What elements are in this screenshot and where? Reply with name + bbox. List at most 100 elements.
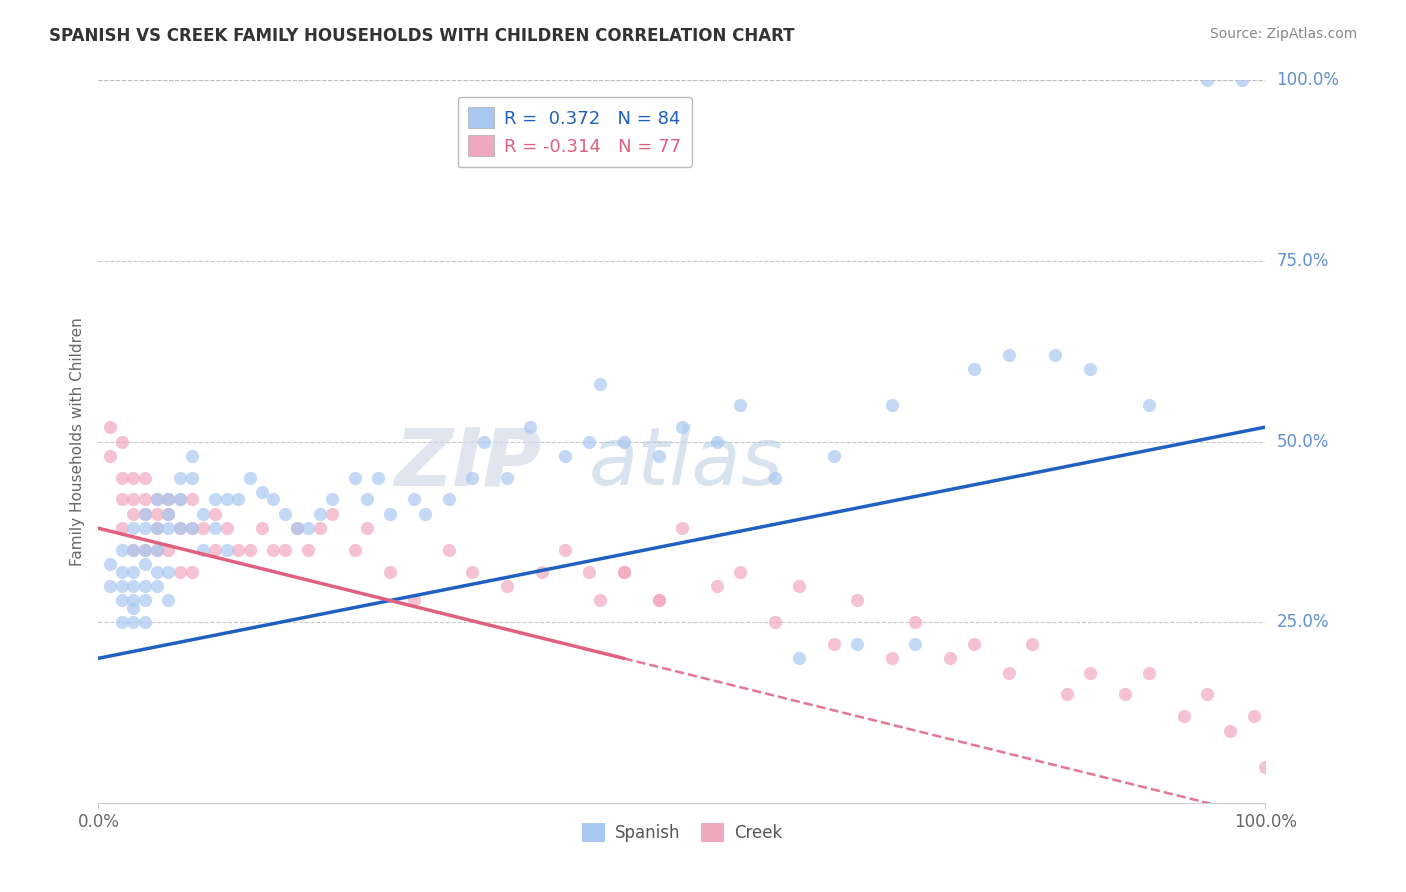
Point xyxy=(472,434,495,449)
Point xyxy=(111,579,134,593)
Point xyxy=(180,521,202,535)
Point xyxy=(321,492,343,507)
Point xyxy=(122,521,145,535)
Point xyxy=(204,492,226,507)
Point xyxy=(997,665,1019,680)
Point xyxy=(134,593,156,607)
Point xyxy=(122,565,145,579)
Point xyxy=(1195,73,1218,87)
Point xyxy=(122,600,145,615)
Point xyxy=(157,521,180,535)
Point xyxy=(554,449,576,463)
Point xyxy=(134,615,156,630)
Point xyxy=(578,434,600,449)
Point xyxy=(157,542,180,557)
Point xyxy=(193,542,215,557)
Point xyxy=(461,470,484,484)
Point xyxy=(134,470,156,484)
Point xyxy=(157,565,180,579)
Point xyxy=(1080,362,1102,376)
Point xyxy=(647,593,669,607)
Point xyxy=(111,565,134,579)
Point xyxy=(134,558,156,572)
Point xyxy=(134,507,156,521)
Point xyxy=(671,521,693,535)
Point xyxy=(122,542,145,557)
Point xyxy=(134,521,156,535)
Point xyxy=(239,542,262,557)
Point xyxy=(1243,709,1265,723)
Text: 50.0%: 50.0% xyxy=(1277,433,1329,450)
Point xyxy=(613,565,636,579)
Point xyxy=(228,492,250,507)
Point xyxy=(239,470,262,484)
Point xyxy=(215,542,238,557)
Point xyxy=(496,470,519,484)
Point xyxy=(193,521,215,535)
Point xyxy=(647,593,669,607)
Point xyxy=(962,362,984,376)
Point xyxy=(1080,665,1102,680)
Point xyxy=(215,492,238,507)
Point xyxy=(146,542,169,557)
Point xyxy=(250,521,273,535)
Point xyxy=(297,542,319,557)
Point xyxy=(613,565,636,579)
Point xyxy=(309,521,332,535)
Point xyxy=(169,521,191,535)
Point xyxy=(122,615,145,630)
Point xyxy=(730,565,752,579)
Point xyxy=(122,507,145,521)
Point xyxy=(169,470,191,484)
Point xyxy=(111,542,134,557)
Point xyxy=(554,542,576,557)
Point xyxy=(215,521,238,535)
Point xyxy=(1137,398,1160,412)
Point xyxy=(380,565,402,579)
Point xyxy=(98,449,121,463)
Point xyxy=(228,542,250,557)
Point xyxy=(157,507,180,521)
Point xyxy=(146,492,169,507)
Point xyxy=(262,542,284,557)
Point xyxy=(157,507,180,521)
Point xyxy=(274,542,297,557)
Text: ZIP: ZIP xyxy=(395,425,541,502)
Point xyxy=(157,593,180,607)
Point xyxy=(285,521,308,535)
Point xyxy=(1045,348,1067,362)
Point xyxy=(1021,637,1043,651)
Point xyxy=(437,542,460,557)
Point xyxy=(530,565,553,579)
Point xyxy=(111,615,134,630)
Point xyxy=(437,492,460,507)
Point xyxy=(122,593,145,607)
Point xyxy=(146,565,169,579)
Point xyxy=(122,542,145,557)
Point xyxy=(578,565,600,579)
Point xyxy=(111,470,134,484)
Point xyxy=(134,542,156,557)
Point xyxy=(380,507,402,521)
Point xyxy=(823,637,845,651)
Point xyxy=(519,420,541,434)
Point xyxy=(356,492,378,507)
Point xyxy=(111,521,134,535)
Point xyxy=(880,651,903,665)
Point xyxy=(180,492,202,507)
Point xyxy=(180,470,202,484)
Point xyxy=(904,637,927,651)
Text: 25.0%: 25.0% xyxy=(1277,613,1329,632)
Point xyxy=(122,492,145,507)
Point xyxy=(122,470,145,484)
Point xyxy=(111,434,134,449)
Point xyxy=(846,593,869,607)
Point xyxy=(180,449,202,463)
Point xyxy=(496,579,519,593)
Point xyxy=(787,651,810,665)
Point xyxy=(169,565,191,579)
Legend: Spanish, Creek: Spanish, Creek xyxy=(572,813,792,852)
Point xyxy=(763,470,786,484)
Point xyxy=(157,492,180,507)
Point xyxy=(1114,687,1136,701)
